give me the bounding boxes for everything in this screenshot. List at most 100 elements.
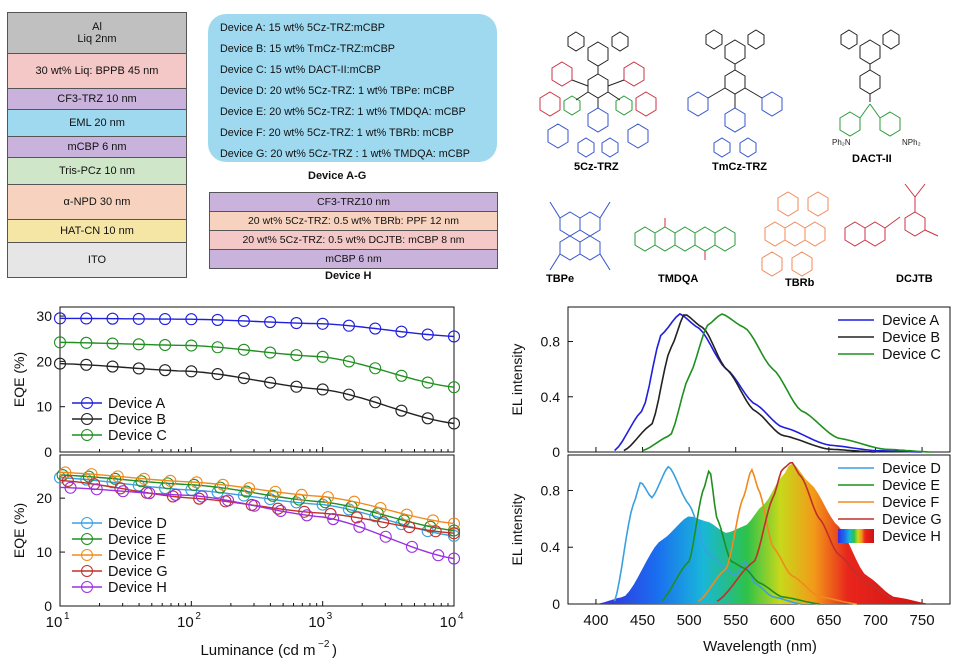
eqe-data-point bbox=[264, 376, 277, 389]
eqe-data-point bbox=[185, 313, 198, 326]
y-tick-label: 0 bbox=[44, 444, 52, 460]
eqe-data-point bbox=[161, 477, 174, 490]
tbrb-structure bbox=[761, 191, 829, 277]
legend-label: Device H bbox=[108, 580, 167, 596]
tmcz-trz-structure bbox=[687, 29, 783, 158]
eqe-data-point bbox=[447, 517, 461, 530]
x-axis-label: Wavelength (nm) bbox=[703, 638, 817, 655]
legend-label: Device E bbox=[882, 478, 940, 494]
stack-layer-label: Tris-PCz 10 nm bbox=[59, 165, 135, 177]
eqe-data-point bbox=[421, 328, 434, 341]
eqe-data-point bbox=[53, 312, 67, 325]
y-tick-label: 0.8 bbox=[541, 482, 561, 498]
device-composition: Device A: 15 wt% 5Cz-TRZ:mCBP bbox=[220, 22, 385, 34]
stack-layer: Tris-PCz 10 nm bbox=[8, 158, 186, 185]
stack-layer-label: α-NPD 30 nm bbox=[63, 196, 131, 208]
eqe-data-point bbox=[211, 368, 224, 381]
legend-marker bbox=[81, 549, 93, 561]
eqe-data-point bbox=[290, 380, 303, 393]
eqe-data-point bbox=[138, 472, 151, 485]
legend-label: Device D bbox=[108, 516, 167, 532]
eqe-data-point bbox=[53, 336, 67, 349]
x-tick-label: 10 bbox=[440, 614, 457, 631]
eqe-data-point bbox=[169, 488, 182, 501]
eqe-data-point bbox=[109, 472, 122, 485]
eqe-data-point bbox=[193, 492, 206, 505]
x-tick-exponent: 3 bbox=[327, 611, 333, 622]
y-axis-label: EQE (%) bbox=[11, 503, 27, 558]
device-a-g-box: Device A: 15 wt% 5Cz-TRZ:mCBP Device B: 1… bbox=[208, 14, 497, 162]
legend-label: Device H bbox=[882, 529, 941, 545]
legend-label: Device B bbox=[108, 412, 166, 428]
x-tick-label: 650 bbox=[816, 612, 841, 629]
legend-marker bbox=[81, 565, 93, 577]
x-tick-label: 400 bbox=[583, 612, 608, 629]
eqe-data-point bbox=[447, 552, 461, 565]
stack-layer: ITO bbox=[8, 243, 186, 277]
stack-layer: EML 20 nm bbox=[8, 110, 186, 137]
legend-label: Device B bbox=[882, 330, 940, 346]
eqe-data-point bbox=[316, 317, 329, 330]
eqe-series-line bbox=[59, 341, 455, 388]
x-tick-exponent: 2 bbox=[195, 611, 201, 622]
eqe-data-point bbox=[135, 475, 148, 488]
molecule-label-tbpe: TBPe bbox=[546, 273, 574, 285]
eqe-data-point bbox=[185, 339, 198, 352]
x-axis-label-exponent: −2 bbox=[318, 639, 330, 650]
device-a-g-caption: Device A-G bbox=[308, 170, 367, 182]
y-tick-label: 0 bbox=[552, 444, 560, 460]
y-tick-label: 0 bbox=[552, 596, 560, 612]
eqe-data-point bbox=[216, 478, 229, 491]
molecule-label-tbrb: TBRb bbox=[785, 277, 815, 289]
legend-label: Device C bbox=[108, 428, 167, 444]
y-tick-label: 30 bbox=[36, 308, 52, 324]
eqe-data-point bbox=[377, 516, 390, 529]
stack-layer: Al Liq 2nm bbox=[8, 13, 186, 54]
eqe-data-point bbox=[159, 338, 172, 352]
eqe-data-point bbox=[237, 314, 250, 327]
eqe-data-point bbox=[321, 491, 334, 504]
eqe-data-point bbox=[395, 325, 408, 338]
stack-layer-label: HAT-CN 10 nm bbox=[60, 225, 134, 237]
eqe-data-point bbox=[80, 336, 93, 349]
molecule-label-tmdqa: TMDQA bbox=[658, 273, 698, 285]
molecule-label-dcjtb: DCJTB bbox=[896, 273, 933, 285]
x-tick-exponent: 4 bbox=[458, 611, 464, 622]
x-tick-label: 10 bbox=[177, 614, 194, 631]
eqe-data-point bbox=[243, 482, 256, 495]
el-plot-frame bbox=[567, 306, 951, 453]
x-axis-label: Luminance (cd m bbox=[200, 642, 315, 659]
eqe-data-point bbox=[421, 376, 434, 389]
device-composition: Device E: 20 wt% 5Cz-TRZ: 1 wt% TMDQA: m… bbox=[220, 106, 466, 118]
eqe-data-point bbox=[432, 549, 445, 562]
eqe-data-point bbox=[159, 313, 172, 326]
device-h-layer: CF3-TRZ10 nm bbox=[210, 193, 497, 212]
y-axis-label: EQE (%) bbox=[11, 352, 27, 407]
stack-layer-label: 30 wt% Liq: BPPB 45 nm bbox=[35, 65, 159, 77]
eqe-data-point bbox=[106, 312, 119, 325]
eqe-data-point bbox=[185, 365, 198, 378]
legend-label: Device A bbox=[108, 396, 166, 412]
eqe-data-point bbox=[342, 319, 355, 332]
eqe-data-point bbox=[274, 504, 287, 518]
eqe-data-point bbox=[187, 478, 201, 491]
eqe-data-point bbox=[369, 396, 382, 409]
eqe-series-line bbox=[59, 474, 455, 532]
eqe-data-point bbox=[400, 508, 413, 521]
eqe-data-point bbox=[348, 495, 361, 508]
eqe-data-point bbox=[240, 485, 253, 498]
eqe-series-line bbox=[59, 362, 455, 425]
eqe-data-point bbox=[447, 381, 461, 394]
eqe-data-point bbox=[111, 470, 124, 483]
x-axis-label-end: ) bbox=[332, 642, 337, 659]
el-series-line bbox=[614, 312, 923, 453]
stack-layer-label: Al bbox=[92, 21, 102, 33]
eqe-data-point bbox=[214, 481, 227, 494]
eqe-data-point bbox=[132, 362, 145, 375]
eqe-data-point bbox=[190, 476, 203, 489]
eqe-data-point bbox=[106, 337, 119, 350]
eqe-data-point bbox=[64, 481, 77, 494]
eqe-data-point bbox=[295, 488, 308, 501]
dcjtb-structure bbox=[844, 183, 939, 247]
stack-layer-label: EML 20 nm bbox=[69, 117, 125, 129]
